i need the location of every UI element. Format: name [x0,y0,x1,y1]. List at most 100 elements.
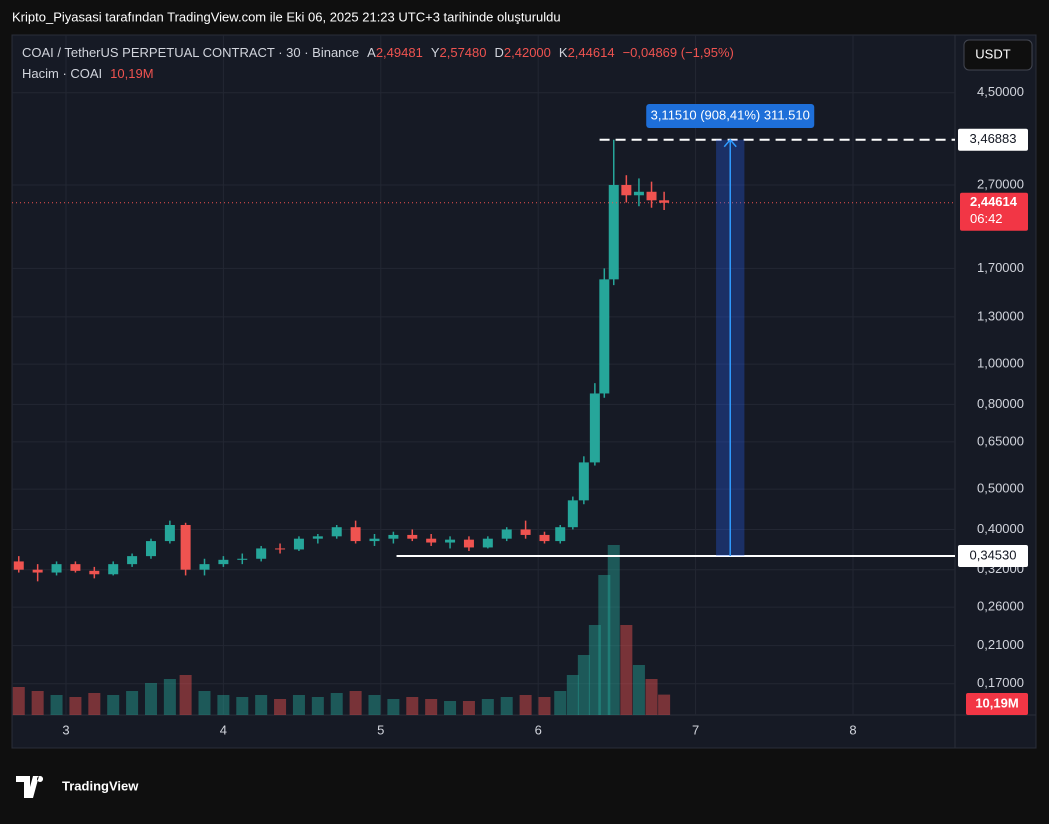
volume-bar [632,665,645,715]
volume-bar [69,697,82,715]
volume-bar [519,695,532,715]
volume-bar [588,625,601,715]
candle-body [578,462,589,501]
currency-button[interactable] [963,39,1033,71]
x-tick-label: 7 [692,722,699,737]
candle-body [108,564,119,575]
volume-bar [481,699,494,715]
change: −0,04869 (−1,95%) [623,45,734,60]
candle-body [256,548,267,559]
x-tick-label: 3 [62,722,69,737]
volume-bar [179,675,192,715]
candle-body [539,534,550,542]
low-label: 0,34530 [970,547,1017,562]
x-tick-label: 4 [220,722,227,737]
candle-body [445,539,456,543]
candle-body [520,529,531,535]
candle-body [218,559,229,565]
candle-body [646,191,657,201]
y-tick-label: 0,65000 [977,433,1024,448]
volume-bar [462,701,475,715]
measure-label: 3,11510 (908,41%) 311.510 [651,107,810,122]
volume-bar [658,694,671,715]
y-tick-label: 1,70000 [977,260,1024,275]
low-label-bg [958,544,1028,567]
candle-body [567,500,578,528]
candle-body [599,279,610,394]
volume-bar [144,683,157,715]
candle-body [501,529,512,539]
chart-panel [11,34,1037,749]
currency-label: USDT [975,46,1010,61]
volume-label-bg [966,693,1028,715]
ohlc-value: 2,44614 [568,45,615,60]
volume-bar [554,691,567,715]
last-price-bg [960,192,1028,231]
volume-legend: Hacim · COAI 10,19M [22,66,154,81]
candle-body [32,569,43,573]
volume-bar [598,575,611,715]
volume-label: 10,19M [975,695,1018,710]
candle-body [633,191,644,196]
volume-bar [107,695,120,715]
volume-bar [126,691,139,715]
volume-bar [566,675,579,715]
brand-logo: TradingView [62,778,139,793]
volume-bar [217,695,230,715]
candle-body [13,561,24,570]
candle-body [555,527,566,542]
candle-body [293,538,304,550]
volume-bar [500,697,513,715]
volume-bar [349,691,362,715]
candle-body [145,541,156,557]
candle-body [350,527,361,542]
symbol-legend: COAI / TetherUS PERPETUAL CONTRACT · 30 … [22,45,734,60]
x-tick-label: 5 [377,722,384,737]
ohlc-value: 2,57480 [440,45,487,60]
candle-body [659,200,670,203]
candle-body [89,570,100,575]
x-tick-label: 8 [849,722,856,737]
volume-bar [50,695,63,715]
candle-body [180,524,191,570]
candle-body [237,558,248,560]
volume-bar [12,687,25,715]
ohlc-key: Y [431,45,440,60]
symbol: COAI / TetherUS PERPETUAL CONTRACT · 30 … [22,45,359,60]
volume-bar [255,695,268,715]
candle-body [482,538,493,548]
volume-bar [444,701,457,715]
candle-body [127,556,138,565]
volume-bar [292,695,305,715]
ohlc-value: 2,49481 [376,45,423,60]
candle-body [164,524,175,542]
high-label-bg [958,128,1028,151]
measure-arrowhead [723,138,737,148]
high-label: 3,46883 [970,131,1017,146]
last-price-label: 2,44614 [970,194,1018,209]
candle-body [621,184,632,196]
volume-bar [311,697,324,715]
caption: Kripto_Piyasasi tarafından TradingView.c… [12,9,561,24]
candle-body [51,564,62,573]
ohlc-key: D [495,45,504,60]
y-tick-label: 0,17000 [977,675,1024,690]
candle-body [426,538,437,543]
countdown: 06:42 [970,211,1003,226]
volume-bar [368,695,381,715]
volume-bar [88,693,101,715]
volume-bar [607,545,620,715]
volume-legend-label: Hacim · COAI [22,66,102,81]
volume-bar [236,697,249,715]
y-tick-label: 0,26000 [977,599,1024,614]
ohlc-key: A [367,45,376,60]
y-tick-label: 4,50000 [977,84,1024,99]
candle-body [407,534,418,539]
candle-body [312,536,323,539]
candle-body [388,534,399,539]
y-tick-label: 0,80000 [977,396,1024,411]
candle-body [589,393,600,463]
volume-bar [31,691,44,715]
